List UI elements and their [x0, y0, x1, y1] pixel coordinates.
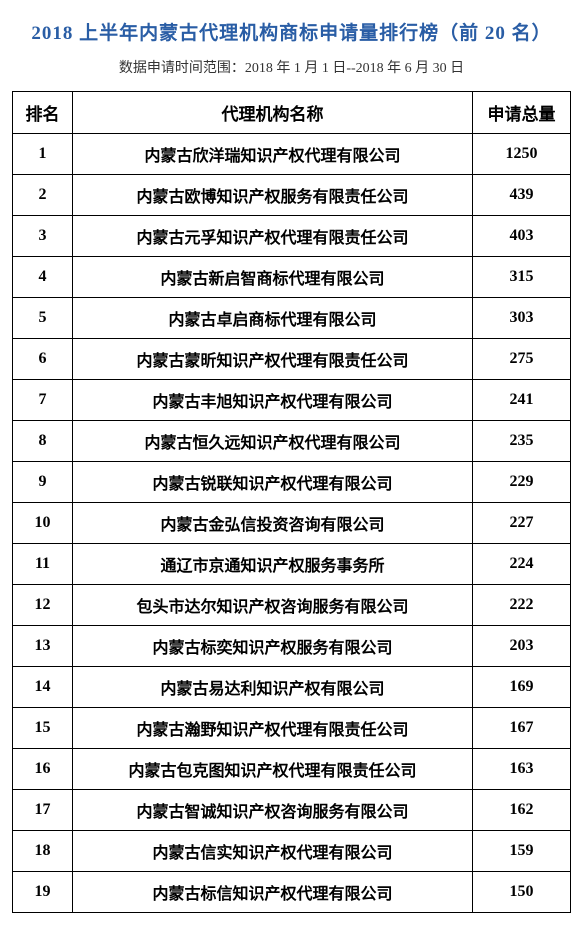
cell-agency-name: 内蒙古欣洋瑞知识产权代理有限公司 — [73, 134, 473, 175]
cell-rank: 14 — [13, 667, 73, 708]
cell-rank: 4 — [13, 257, 73, 298]
table-row: 12包头市达尔知识产权咨询服务有限公司222 — [13, 585, 571, 626]
table-row: 10内蒙古金弘信投资咨询有限公司227 — [13, 503, 571, 544]
cell-rank: 7 — [13, 380, 73, 421]
cell-count: 150 — [473, 872, 571, 913]
cell-rank: 10 — [13, 503, 73, 544]
cell-count: 235 — [473, 421, 571, 462]
cell-rank: 2 — [13, 175, 73, 216]
cell-agency-name: 内蒙古卓启商标代理有限公司 — [73, 298, 473, 339]
cell-agency-name: 包头市达尔知识产权咨询服务有限公司 — [73, 585, 473, 626]
cell-agency-name: 内蒙古包克图知识产权代理有限责任公司 — [73, 749, 473, 790]
cell-count: 229 — [473, 462, 571, 503]
table-row: 4内蒙古新启智商标代理有限公司315 — [13, 257, 571, 298]
cell-count: 222 — [473, 585, 571, 626]
cell-rank: 11 — [13, 544, 73, 585]
table-row: 17内蒙古智诚知识产权咨询服务有限公司162 — [13, 790, 571, 831]
cell-count: 162 — [473, 790, 571, 831]
cell-agency-name: 内蒙古易达利知识产权有限公司 — [73, 667, 473, 708]
cell-count: 167 — [473, 708, 571, 749]
page-subtitle: 数据申请时间范围：2018 年 1 月 1 日--2018 年 6 月 30 日 — [12, 57, 571, 77]
cell-rank: 5 — [13, 298, 73, 339]
table-row: 19内蒙古标信知识产权代理有限公司150 — [13, 872, 571, 913]
table-row: 7内蒙古丰旭知识产权代理有限公司241 — [13, 380, 571, 421]
cell-rank: 16 — [13, 749, 73, 790]
col-header-rank: 排名 — [13, 92, 73, 134]
cell-agency-name: 内蒙古锐联知识产权代理有限公司 — [73, 462, 473, 503]
cell-agency-name: 内蒙古新启智商标代理有限公司 — [73, 257, 473, 298]
cell-rank: 9 — [13, 462, 73, 503]
cell-count: 241 — [473, 380, 571, 421]
table-header-row: 排名 代理机构名称 申请总量 — [13, 92, 571, 134]
cell-agency-name: 内蒙古标奕知识产权服务有限公司 — [73, 626, 473, 667]
cell-count: 169 — [473, 667, 571, 708]
cell-agency-name: 内蒙古元孚知识产权代理有限责任公司 — [73, 216, 473, 257]
cell-count: 275 — [473, 339, 571, 380]
cell-agency-name: 内蒙古智诚知识产权咨询服务有限公司 — [73, 790, 473, 831]
cell-count: 203 — [473, 626, 571, 667]
cell-rank: 8 — [13, 421, 73, 462]
cell-rank: 17 — [13, 790, 73, 831]
table-row: 11通辽市京通知识产权服务事务所224 — [13, 544, 571, 585]
table-row: 16内蒙古包克图知识产权代理有限责任公司163 — [13, 749, 571, 790]
cell-agency-name: 内蒙古金弘信投资咨询有限公司 — [73, 503, 473, 544]
table-row: 2内蒙古欧博知识产权服务有限责任公司439 — [13, 175, 571, 216]
cell-count: 227 — [473, 503, 571, 544]
page-title: 2018 上半年内蒙古代理机构商标申请量排行榜（前 20 名） — [12, 18, 571, 45]
col-header-name: 代理机构名称 — [73, 92, 473, 134]
table-row: 5内蒙古卓启商标代理有限公司303 — [13, 298, 571, 339]
cell-count: 315 — [473, 257, 571, 298]
table-row: 8内蒙古恒久远知识产权代理有限公司235 — [13, 421, 571, 462]
cell-count: 439 — [473, 175, 571, 216]
cell-agency-name: 内蒙古蒙昕知识产权代理有限责任公司 — [73, 339, 473, 380]
table-row: 9内蒙古锐联知识产权代理有限公司229 — [13, 462, 571, 503]
cell-agency-name: 通辽市京通知识产权服务事务所 — [73, 544, 473, 585]
cell-rank: 1 — [13, 134, 73, 175]
cell-agency-name: 内蒙古信实知识产权代理有限公司 — [73, 831, 473, 872]
cell-rank: 6 — [13, 339, 73, 380]
cell-rank: 19 — [13, 872, 73, 913]
table-row: 13内蒙古标奕知识产权服务有限公司203 — [13, 626, 571, 667]
cell-rank: 18 — [13, 831, 73, 872]
cell-agency-name: 内蒙古丰旭知识产权代理有限公司 — [73, 380, 473, 421]
cell-count: 303 — [473, 298, 571, 339]
col-header-count: 申请总量 — [473, 92, 571, 134]
table-row: 1内蒙古欣洋瑞知识产权代理有限公司1250 — [13, 134, 571, 175]
cell-agency-name: 内蒙古欧博知识产权服务有限责任公司 — [73, 175, 473, 216]
cell-count: 1250 — [473, 134, 571, 175]
cell-agency-name: 内蒙古瀚野知识产权代理有限责任公司 — [73, 708, 473, 749]
cell-rank: 13 — [13, 626, 73, 667]
cell-count: 224 — [473, 544, 571, 585]
table-row: 15内蒙古瀚野知识产权代理有限责任公司167 — [13, 708, 571, 749]
cell-count: 159 — [473, 831, 571, 872]
cell-agency-name: 内蒙古恒久远知识产权代理有限公司 — [73, 421, 473, 462]
table-row: 14内蒙古易达利知识产权有限公司169 — [13, 667, 571, 708]
cell-rank: 3 — [13, 216, 73, 257]
table-row: 3内蒙古元孚知识产权代理有限责任公司403 — [13, 216, 571, 257]
cell-rank: 12 — [13, 585, 73, 626]
cell-rank: 15 — [13, 708, 73, 749]
cell-count: 403 — [473, 216, 571, 257]
cell-agency-name: 内蒙古标信知识产权代理有限公司 — [73, 872, 473, 913]
table-row: 6内蒙古蒙昕知识产权代理有限责任公司275 — [13, 339, 571, 380]
ranking-table: 排名 代理机构名称 申请总量 1内蒙古欣洋瑞知识产权代理有限公司12502内蒙古… — [12, 91, 571, 913]
cell-count: 163 — [473, 749, 571, 790]
table-row: 18内蒙古信实知识产权代理有限公司159 — [13, 831, 571, 872]
